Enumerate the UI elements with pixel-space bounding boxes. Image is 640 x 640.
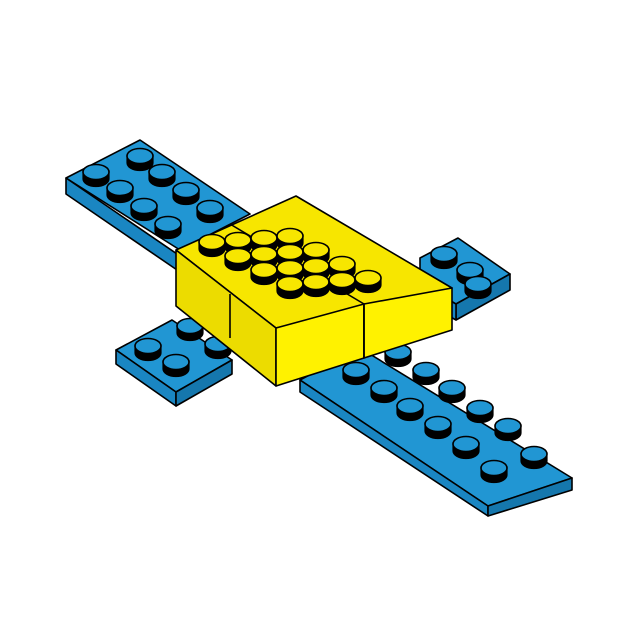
yellow-stud bbox=[198, 233, 226, 258]
blue-stud-long-front bbox=[520, 445, 548, 470]
blue-stud-long-front bbox=[370, 379, 398, 404]
blue-stud-long-back bbox=[148, 163, 176, 188]
blue-stud-long-back bbox=[82, 163, 110, 188]
yellow-stud bbox=[328, 271, 356, 296]
yellow-stud bbox=[354, 269, 382, 294]
blue-plate-short-front-left bbox=[175, 359, 233, 407]
blue-stud-long-back bbox=[172, 181, 200, 206]
blue-stud-short-right bbox=[464, 275, 492, 300]
blue-stud-long-back bbox=[196, 199, 224, 224]
yellow-stud bbox=[250, 261, 278, 286]
blue-stud-long-back bbox=[130, 197, 158, 222]
blue-stud-long-front bbox=[424, 415, 452, 440]
blue-stud-long-front bbox=[438, 379, 466, 404]
yellow-stud bbox=[224, 247, 252, 272]
blue-studs bbox=[82, 147, 548, 484]
blue-stud-short-left bbox=[176, 317, 204, 342]
blue-stud-long-front bbox=[412, 361, 440, 386]
blue-stud-short-left bbox=[162, 353, 190, 378]
blue-stud-long-front bbox=[396, 397, 424, 422]
blue-stud-short-left bbox=[134, 337, 162, 362]
yellow-stud bbox=[302, 273, 330, 298]
blue-stud-long-front bbox=[466, 399, 494, 424]
blue-stud-long-front bbox=[342, 361, 370, 386]
yellow-studs bbox=[198, 227, 382, 300]
blue-stud-long-back bbox=[126, 147, 154, 172]
blue-stud-long-back bbox=[106, 179, 134, 204]
blue-stud-short-right bbox=[430, 245, 458, 270]
blue-stud-long-front bbox=[494, 417, 522, 442]
yellow-stud bbox=[276, 275, 304, 300]
blue-plate-long-front-front bbox=[487, 477, 573, 517]
blue-stud-long-front bbox=[480, 459, 508, 484]
blue-plate-long-top-back bbox=[65, 139, 251, 251]
blue-stud-long-front bbox=[452, 435, 480, 460]
blue-stud-long-back bbox=[154, 215, 182, 240]
